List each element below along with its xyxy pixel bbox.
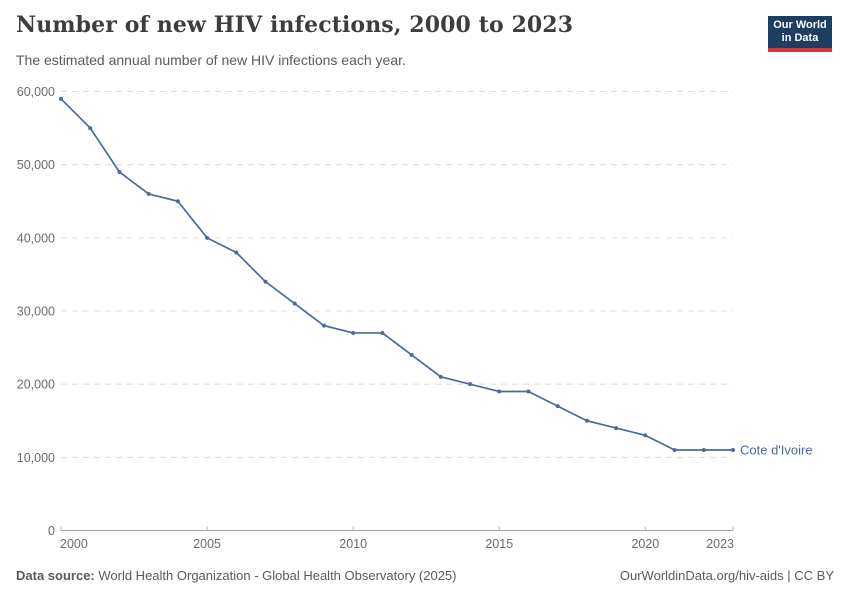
chart-footer: Data source: World Health Organization -… — [16, 568, 834, 583]
data-point — [497, 389, 502, 394]
x-axis-tick-label: 2010 — [339, 537, 367, 551]
data-point — [614, 426, 619, 431]
data-point — [88, 126, 93, 131]
data-point — [234, 250, 239, 255]
data-point — [468, 382, 473, 387]
y-axis-tick-label: 0 — [48, 524, 55, 538]
data-point — [263, 279, 268, 284]
series-end-label: Cote d'Ivoire — [740, 443, 813, 458]
logo-line2: in Data — [781, 32, 819, 44]
data-point — [380, 330, 385, 335]
data-point — [146, 191, 151, 196]
data-point — [205, 235, 210, 240]
x-axis-tick-label: 2005 — [193, 537, 221, 551]
data-source-text: World Health Organization - Global Healt… — [94, 568, 457, 583]
data-point — [701, 448, 706, 453]
x-axis-tick-label: 2015 — [485, 537, 513, 551]
y-axis-tick-label: 20,000 — [17, 378, 55, 392]
series-line — [60, 98, 733, 451]
data-point — [672, 448, 677, 453]
data-point — [409, 352, 414, 357]
page-title: Number of new HIV infections, 2000 to 20… — [16, 12, 574, 38]
data-source-label: Data source: — [16, 568, 95, 583]
footer-link[interactable]: OurWorldinData.org/hiv-aids | CC BY — [619, 568, 834, 583]
data-point — [731, 448, 735, 453]
data-source: Data source: World Health Organization -… — [16, 568, 457, 583]
data-point — [117, 169, 122, 174]
data-point — [584, 418, 589, 423]
y-axis-tick-label: 50,000 — [17, 158, 55, 172]
data-point — [59, 96, 63, 101]
y-axis-tick-label: 30,000 — [17, 305, 55, 319]
owid-logo: Our World in Data — [768, 16, 832, 52]
chart-subtitle: The estimated annual number of new HIV i… — [16, 52, 406, 68]
x-axis-tick-label: 2020 — [631, 537, 659, 551]
data-point — [175, 199, 180, 204]
logo-line1: Our World — [773, 19, 827, 31]
data-point — [292, 301, 297, 306]
y-axis-tick-label: 60,000 — [17, 85, 55, 99]
data-point — [438, 374, 443, 379]
y-axis-tick-label: 40,000 — [17, 231, 55, 245]
y-axis-tick-label: 10,000 — [17, 451, 55, 465]
x-axis-tick-label: 2000 — [60, 537, 88, 551]
data-point — [321, 323, 326, 328]
x-axis-tick-label: 2023 — [706, 537, 734, 551]
data-point — [526, 389, 531, 394]
data-point — [643, 433, 648, 438]
data-point — [555, 404, 560, 409]
data-point — [351, 330, 356, 335]
